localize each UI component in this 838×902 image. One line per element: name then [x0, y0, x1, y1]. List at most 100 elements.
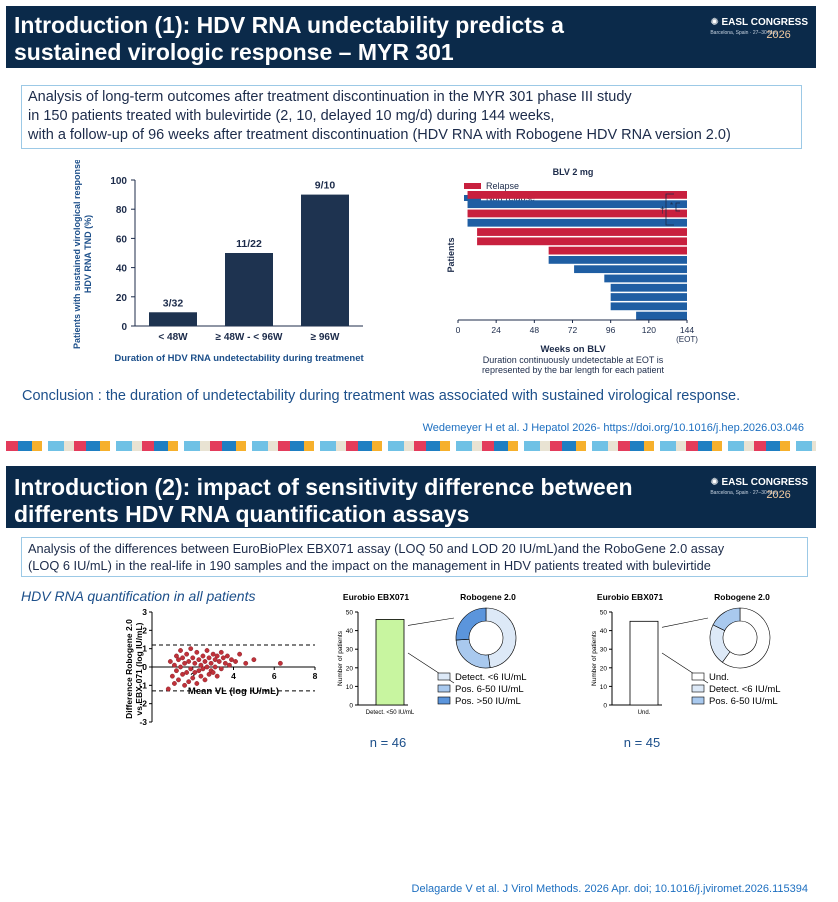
assay-y-tick-label: 40 [346, 628, 354, 635]
svr-y-axis-label-line1: Patients with sustained virological resp… [72, 160, 82, 349]
ba-point [208, 660, 214, 666]
assay-legend-swatch [691, 672, 705, 681]
blv-bar [604, 274, 687, 283]
assay-n-label: n = 45 [624, 735, 661, 750]
assay-legend-swatch [691, 684, 705, 693]
slide2-reference: Delagarde V et al. J Virol Methods. 2026… [411, 883, 808, 895]
blv-caption-line2: represented by the bar length for each p… [482, 365, 665, 375]
blv-bracket-inner [675, 202, 680, 212]
decorative-band [6, 441, 816, 451]
slide1-info-line1: Analysis of long-term outcomes after tre… [28, 89, 632, 105]
ba-point [165, 686, 171, 692]
blv-x-tick-label: 24 [491, 325, 501, 335]
ba-y-tick-label: -1 [139, 680, 147, 690]
ba-point [194, 681, 200, 686]
blv-title: BLV 2 mg [553, 167, 594, 177]
assay-y-axis-label: Number of patients [337, 630, 344, 686]
ba-y-tick-label: -2 [139, 699, 147, 709]
assay-legend-label: Detect. <6 IU/mL [455, 672, 527, 683]
ba-point [227, 662, 232, 668]
blv-bar-chart: BLV 2 mgRelapseNon-relapse02448729612014… [446, 167, 698, 375]
assay-legend-label: Und. [709, 672, 729, 683]
ba-point [182, 682, 187, 688]
ba-x-tick-label: 6 [272, 671, 277, 681]
ba-point [188, 666, 194, 672]
assay-legend-label: Pos. >50 IU/mL [455, 696, 521, 707]
ba-point [186, 659, 192, 664]
ba-point [167, 659, 173, 664]
ba-point [243, 660, 249, 666]
assay-donut-slice [455, 607, 487, 641]
assay-y-tick-label: 0 [349, 703, 353, 710]
ba-point [196, 668, 202, 674]
right-assay-panel: Eurobio EBX071 Robogene 2.0 0 10 20 30 40 50 Und… [591, 592, 781, 750]
assay-donut-slice [455, 638, 491, 669]
ba-y-tick-label: 1 [142, 644, 147, 654]
ba-point [169, 673, 175, 679]
svr-y-tick-label: 0 [121, 322, 127, 333]
ba-point [229, 657, 234, 663]
slide2-title-bar: Introduction (2): impact of sensitivity … [6, 466, 816, 528]
svr-y-tick-label: 40 [116, 264, 128, 275]
svr-data-label: 11/22 [236, 238, 262, 250]
svr-y-tick-label: 60 [116, 234, 128, 245]
assay-y-tick-label: 40 [600, 628, 608, 635]
ba-point [206, 671, 212, 677]
assay-n-label: n = 46 [370, 735, 407, 750]
ba-y-axis-label-line1: Difference Robogene 2.0 [124, 619, 134, 719]
blv-x-tick-label: 72 [568, 325, 578, 335]
blv-bracket-outer [665, 193, 674, 226]
ba-point [224, 653, 230, 659]
blv-bar [548, 256, 687, 264]
assay-title-right: Robogene 2.0 [714, 592, 770, 602]
assay-legend-label: Detect. <6 IU/mL [709, 684, 781, 695]
svr-y-tick-label: 100 [110, 176, 127, 187]
ba-point [174, 653, 179, 659]
assay-y-tick-label: 20 [346, 665, 354, 672]
ba-y-tick-label: 3 [142, 607, 147, 617]
blv-x-tick-label: 144 [680, 325, 694, 335]
assay-x-tick-label: Und. [638, 710, 651, 716]
assay-title-left: Eurobio EBX071 [597, 592, 663, 602]
svr-y-tick-label: 20 [116, 293, 128, 304]
blv-y-axis-label: Patients [446, 237, 456, 272]
assay-y-axis-label: Number of patients [591, 630, 598, 686]
assay-y-tick-label: 50 [600, 610, 608, 617]
ba-point [216, 659, 222, 664]
assay-donut-slice [721, 607, 771, 669]
ba-point [172, 662, 177, 668]
ba-y-axis-label-line2: vs EBX-071 (log IU/mL) [134, 622, 144, 715]
slide1-info-line3: with a follow-up of 96 weeks after treat… [28, 127, 731, 143]
assay-y-tick-label: 0 [603, 703, 607, 710]
ba-point [212, 657, 218, 663]
ba-point [204, 664, 210, 670]
ba-point [198, 673, 204, 679]
ba-point [206, 655, 212, 661]
slide2-section-title: HDV RNA quantification in all patients [21, 588, 256, 604]
ba-point [200, 653, 206, 659]
slide2-info-line1: Analysis of the differences between Euro… [28, 541, 725, 556]
ba-point [192, 670, 198, 675]
svr-data-label: 3/32 [163, 297, 184, 309]
slide1-conclusion: Conclusion : the duration of undetectabi… [22, 388, 741, 404]
assay-bar [375, 619, 405, 706]
ba-y-tick-label: 0 [142, 662, 147, 672]
assay-y-tick-label: 10 [346, 684, 354, 691]
blv-bar [467, 200, 687, 209]
blv-annotation-dagger: † [660, 205, 665, 215]
slide1-title-line2: sustained virologic response – MYR 301 [14, 39, 454, 65]
svr-data-label: 9/10 [315, 180, 336, 192]
ba-point [190, 675, 196, 681]
blv-bar [636, 311, 687, 320]
ba-point [233, 659, 238, 664]
ba-x-tick-label: 4 [231, 671, 236, 681]
ba-point [218, 666, 224, 672]
blv-x-tick-label: 96 [606, 325, 616, 335]
assay-y-tick-label: 50 [346, 610, 354, 617]
ba-point [202, 677, 208, 683]
slide2-info-line2: (LOQ 6 IU/mL) in the real-life in 190 sa… [28, 558, 711, 573]
ba-x-axis-label: Mean VL (log IU/mL) [188, 686, 279, 697]
ba-point [178, 664, 183, 670]
blv-bar [477, 237, 687, 246]
